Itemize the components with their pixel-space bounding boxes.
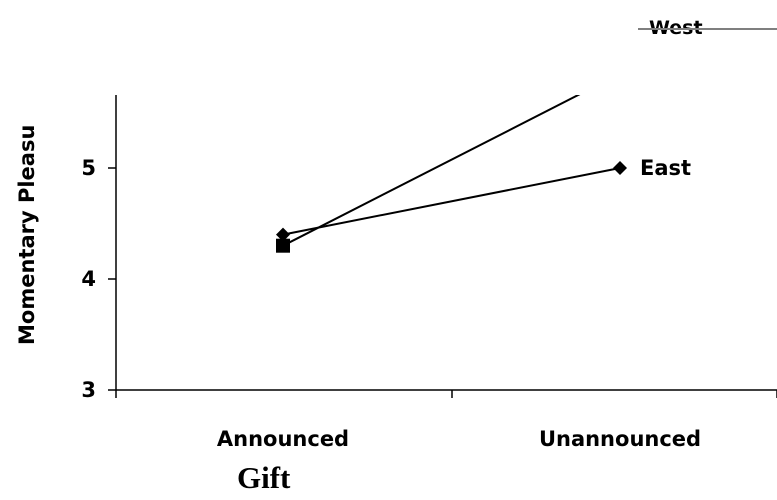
data-point-east (276, 227, 290, 242)
series-line-east (282, 167, 621, 236)
x-tick-label: Announced (217, 427, 349, 451)
series-label-east: East (640, 156, 691, 180)
y-axis-ticks: 3 4 5 (81, 156, 116, 402)
x-tick-label: Unannounced (539, 427, 701, 451)
y-tick-label: 5 (81, 156, 96, 180)
y-tick-label: 4 (81, 267, 96, 291)
x-axis-title: Gift (237, 460, 291, 495)
y-tick-label: 3 (81, 378, 96, 402)
data-point-east (613, 161, 627, 175)
marker-layer (276, 161, 627, 253)
legend: West (638, 17, 777, 39)
series-line-west (282, 95, 581, 247)
y-axis-title: Momentary Pleasu (15, 125, 39, 345)
data-point-west (276, 238, 290, 253)
series-layer (282, 95, 621, 247)
x-axis-ticks: Announced Unannounced (115, 390, 777, 451)
